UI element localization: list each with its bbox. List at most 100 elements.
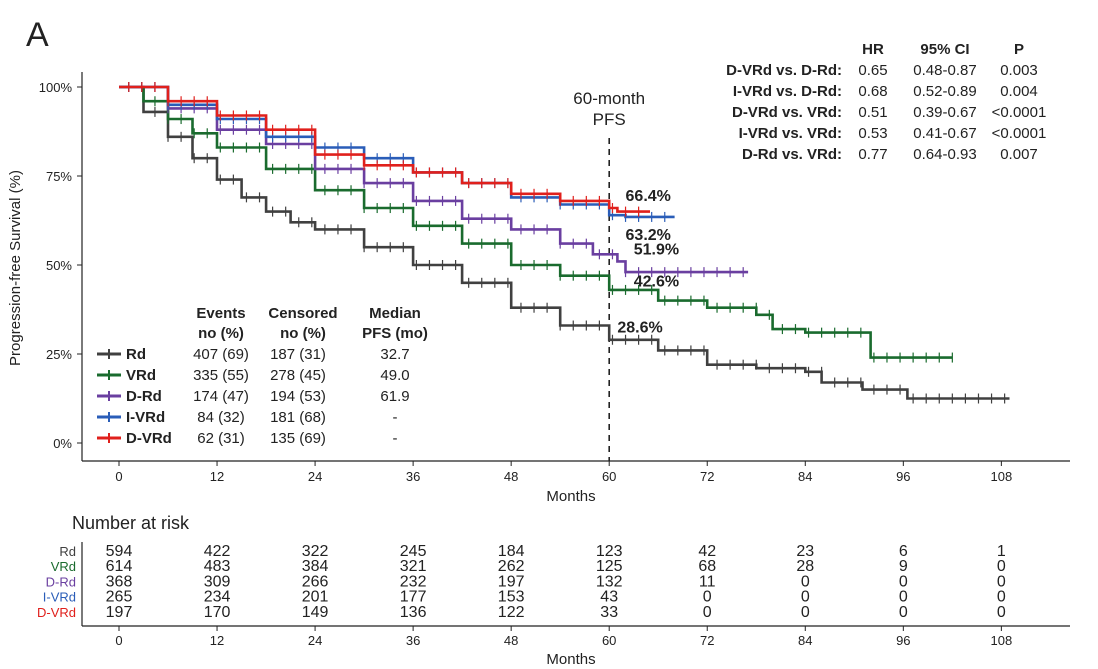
hr-comparison: I-VRd vs. VRd:	[739, 125, 842, 142]
x-tick-label: 84	[798, 469, 812, 484]
risk-cell: 0	[997, 589, 1006, 606]
hr-ci: 0.64-0.93	[913, 146, 976, 163]
y-tick-label: 25%	[46, 347, 72, 362]
legend-censored: 278 (45)	[270, 367, 326, 384]
risk-cell: 149	[302, 604, 329, 621]
risk-cell: 245	[400, 543, 427, 560]
hr-ci: 0.48-0.87	[913, 62, 976, 79]
survival-curves	[119, 82, 1010, 404]
legend-censored: 135 (69)	[270, 430, 326, 447]
hr-value: 0.68	[858, 83, 887, 100]
hr-ci: 0.52-0.89	[913, 83, 976, 100]
plot-axes	[81, 72, 1070, 462]
risk-cell: 1	[997, 543, 1006, 560]
y-axis-label: Progression-free Survival (%)	[7, 170, 24, 366]
risk-x-ticks: 0 12 24 36 48 60 72 84 96 108	[115, 626, 1012, 648]
risk-cell: 6	[899, 543, 908, 560]
curve-vrd	[119, 85, 953, 359]
reference-label-line1: 60-month	[573, 89, 645, 108]
risk-row-name-dvrd: D-VRd	[37, 605, 76, 620]
risk-cell: 0	[801, 589, 810, 606]
x-axis-label: Months	[546, 488, 595, 505]
x-tick-label: 36	[406, 469, 420, 484]
risk-row-name-drd: D-Rd	[46, 574, 76, 589]
x-ticks: 0 12 24 36 48 60 72 84 96 108	[115, 461, 1012, 484]
risk-x-tick-label: 0	[115, 633, 122, 648]
y-tick-label: 75%	[46, 169, 72, 184]
risk-cell: 11	[699, 573, 716, 590]
curve-label-dvrd: 66.4%	[626, 188, 671, 205]
risk-x-tick-label: 12	[210, 633, 224, 648]
risk-cell: 0	[899, 604, 908, 621]
censored-header-2: no (%)	[280, 325, 326, 342]
risk-cell: 422	[204, 543, 231, 560]
risk-cell: 125	[596, 558, 623, 575]
risk-cell: 232	[400, 573, 427, 590]
risk-cell: 265	[106, 589, 133, 606]
legend-name-dvrd: D-VRd	[126, 430, 172, 447]
legend-median: 49.0	[380, 367, 409, 384]
median-header-2: PFS (mo)	[362, 325, 428, 342]
events-header-1: Events	[196, 305, 245, 322]
legend-median: 61.9	[380, 388, 409, 405]
risk-x-tick-label: 48	[504, 633, 518, 648]
risk-cell: 0	[899, 589, 908, 606]
risk-cell: 614	[106, 558, 133, 575]
risk-row-name-rd: Rd	[59, 544, 76, 559]
risk-cell: 170	[204, 604, 231, 621]
risk-cell: 262	[498, 558, 525, 575]
curve-label-drd: 51.9%	[634, 241, 679, 258]
risk-cell: 266	[302, 573, 329, 590]
risk-cell: 384	[302, 558, 329, 575]
risk-cell: 33	[600, 604, 618, 621]
hr-value: 0.65	[858, 62, 887, 79]
x-tick-label: 48	[504, 469, 518, 484]
legend-name-ivrd: I-VRd	[126, 409, 165, 426]
hr-value: 0.77	[858, 146, 887, 163]
x-tick-label: 0	[115, 469, 122, 484]
risk-cell: 0	[703, 589, 712, 606]
risk-cell: 234	[204, 589, 231, 606]
risk-x-tick-label: 60	[602, 633, 616, 648]
risk-cell: 122	[498, 604, 525, 621]
y-tick-label: 0%	[53, 436, 72, 451]
risk-cell: 0	[997, 604, 1006, 621]
risk-cell: 201	[302, 589, 329, 606]
curve-label-rd: 28.6%	[617, 320, 662, 337]
legend-censored: 187 (31)	[270, 346, 326, 363]
risk-cell: 197	[498, 573, 525, 590]
legend-events: 407 (69)	[193, 346, 249, 363]
risk-cell: 197	[106, 604, 133, 621]
hr-comparison: I-VRd vs. D-Rd:	[733, 83, 842, 100]
curve-drd	[119, 85, 749, 274]
legend-events: 335 (55)	[193, 367, 249, 384]
legend-table: Events no (%) Censored no (%) Median PFS…	[97, 305, 428, 447]
risk-cell: 68	[698, 558, 716, 575]
risk-cell: 483	[204, 558, 231, 575]
risk-cell: 177	[400, 589, 427, 606]
risk-cell: 43	[600, 589, 618, 606]
risk-cell: 368	[106, 573, 133, 590]
risk-cell: 123	[596, 543, 623, 560]
events-header-2: no (%)	[198, 325, 244, 342]
curve-dvrd	[119, 85, 650, 213]
hr-comparison: D-Rd vs. VRd:	[742, 146, 842, 163]
hr-ci: 0.41-0.67	[913, 125, 976, 142]
risk-cell: 321	[400, 558, 427, 575]
legend-median: -	[393, 409, 398, 426]
risk-x-tick-label: 36	[406, 633, 420, 648]
curve-label-vrd: 42.6%	[634, 273, 679, 290]
risk-cell: 42	[698, 543, 716, 560]
hr-comparison: D-VRd vs. VRd:	[732, 104, 842, 121]
hr-ci: 0.39-0.67	[913, 104, 976, 121]
hr-value: 0.51	[858, 104, 887, 121]
risk-cell: 0	[703, 604, 712, 621]
risk-cell: 594	[106, 543, 133, 560]
legend-median: -	[393, 430, 398, 447]
y-tick-label: 50%	[46, 258, 72, 273]
x-tick-label: 72	[700, 469, 714, 484]
y-ticks: 0% 25% 50% 75% 100%	[39, 80, 82, 451]
risk-cell: 0	[997, 573, 1006, 590]
